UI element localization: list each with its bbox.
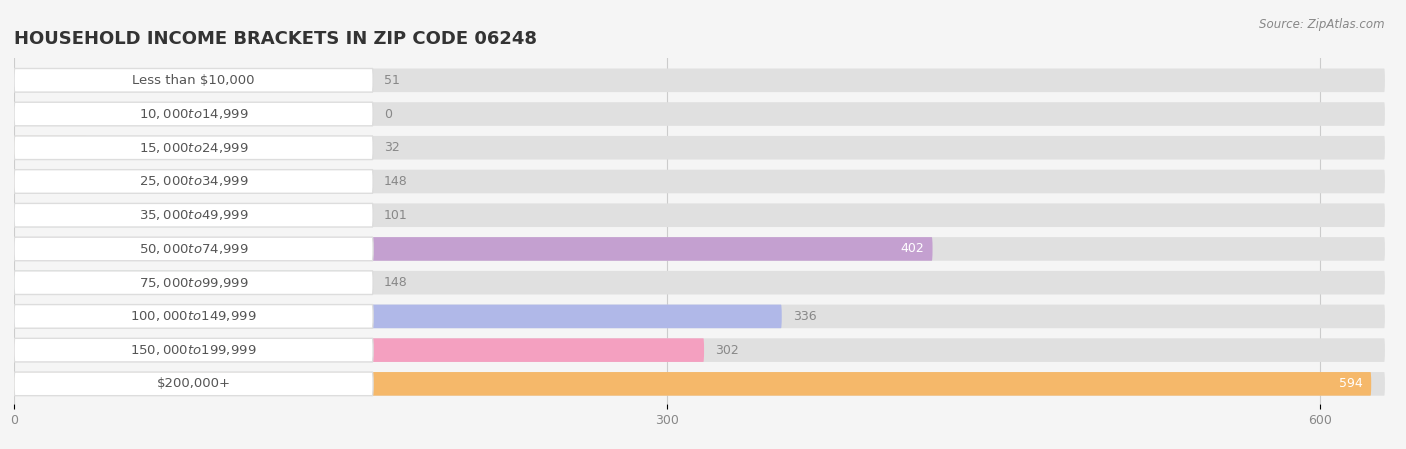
FancyBboxPatch shape [14,304,1385,328]
Text: $35,000 to $49,999: $35,000 to $49,999 [139,208,249,222]
FancyBboxPatch shape [14,339,704,362]
Text: Less than $10,000: Less than $10,000 [132,74,254,87]
Text: 594: 594 [1339,377,1362,390]
FancyBboxPatch shape [14,304,782,328]
FancyBboxPatch shape [14,69,131,92]
FancyBboxPatch shape [14,372,1371,396]
Text: $25,000 to $34,999: $25,000 to $34,999 [139,175,249,189]
Text: 51: 51 [384,74,399,87]
FancyBboxPatch shape [14,237,373,261]
FancyBboxPatch shape [14,170,353,193]
Text: $75,000 to $99,999: $75,000 to $99,999 [139,276,249,290]
FancyBboxPatch shape [14,170,373,193]
FancyBboxPatch shape [14,271,373,295]
Text: 32: 32 [384,141,399,154]
FancyBboxPatch shape [14,237,932,261]
FancyBboxPatch shape [14,203,245,227]
Text: 402: 402 [900,242,924,255]
FancyBboxPatch shape [14,271,353,295]
FancyBboxPatch shape [14,102,373,126]
FancyBboxPatch shape [14,339,1385,362]
FancyBboxPatch shape [14,372,1385,396]
Text: $50,000 to $74,999: $50,000 to $74,999 [139,242,249,256]
FancyBboxPatch shape [14,203,373,227]
Text: $150,000 to $199,999: $150,000 to $199,999 [131,343,257,357]
FancyBboxPatch shape [14,136,1385,159]
FancyBboxPatch shape [14,69,373,92]
FancyBboxPatch shape [14,170,1385,193]
FancyBboxPatch shape [14,271,1385,295]
FancyBboxPatch shape [14,304,373,328]
Text: 101: 101 [384,209,408,222]
Text: $10,000 to $14,999: $10,000 to $14,999 [139,107,249,121]
Text: 336: 336 [793,310,817,323]
Text: 148: 148 [384,175,408,188]
Text: 0: 0 [384,107,392,120]
Text: $100,000 to $149,999: $100,000 to $149,999 [131,309,257,323]
Text: 302: 302 [714,343,738,357]
Text: $15,000 to $24,999: $15,000 to $24,999 [139,141,249,155]
FancyBboxPatch shape [14,136,87,159]
FancyBboxPatch shape [14,237,1385,261]
FancyBboxPatch shape [14,339,373,362]
FancyBboxPatch shape [14,372,373,396]
Text: Source: ZipAtlas.com: Source: ZipAtlas.com [1260,18,1385,31]
FancyBboxPatch shape [14,136,373,159]
FancyBboxPatch shape [14,203,1385,227]
Text: 148: 148 [384,276,408,289]
FancyBboxPatch shape [14,69,1385,92]
FancyBboxPatch shape [14,102,1385,126]
Text: $200,000+: $200,000+ [156,377,231,390]
Text: HOUSEHOLD INCOME BRACKETS IN ZIP CODE 06248: HOUSEHOLD INCOME BRACKETS IN ZIP CODE 06… [14,31,537,48]
